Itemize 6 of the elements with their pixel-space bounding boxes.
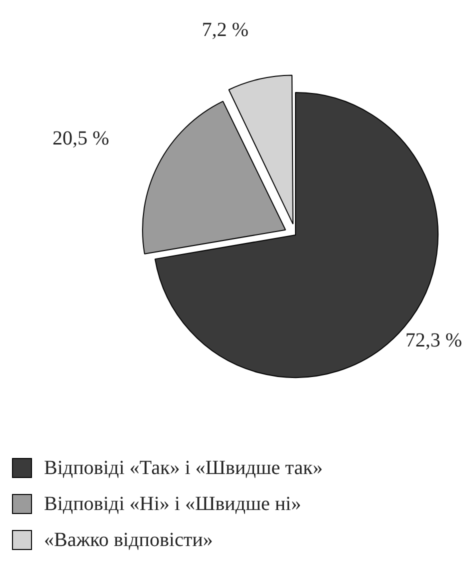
data-label: 7,2 % [202, 19, 249, 42]
legend-label: Відповіді «Ні» і «Швидше ні» [44, 492, 302, 516]
legend-label: Відповіді «Так» і «Швидше так» [44, 456, 323, 480]
legend-label: «Важко відповісти» [44, 528, 213, 552]
data-label: 72,3 % [405, 329, 462, 352]
data-label: 20,5 % [52, 128, 110, 150]
